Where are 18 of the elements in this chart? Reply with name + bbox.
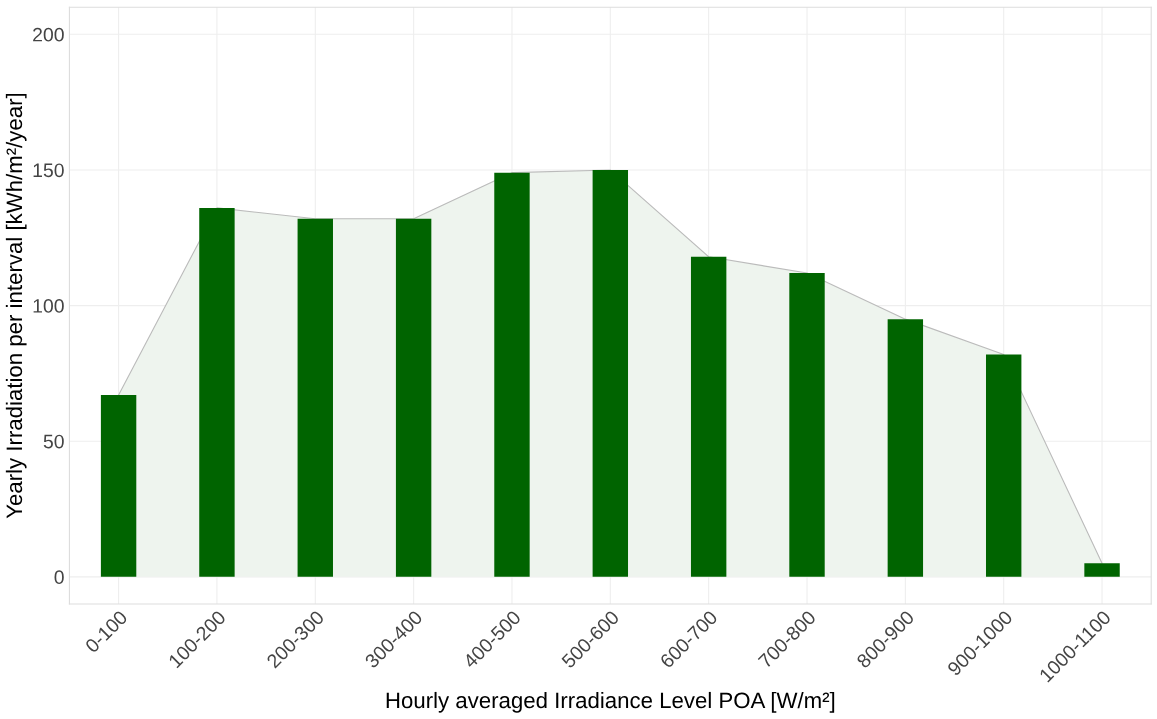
bar xyxy=(789,273,825,577)
y-tick-label: 150 xyxy=(33,163,64,178)
bar xyxy=(592,169,629,577)
bar xyxy=(1084,563,1120,577)
bar xyxy=(199,207,235,577)
y-tick-label: 100 xyxy=(33,299,64,313)
x-axis-title: Hourly averaged Irradiance Level POA [W/m²] xyxy=(386,691,835,713)
y-tick-label: 0 xyxy=(54,570,64,585)
y-tick-label: 200 xyxy=(33,27,64,42)
y-tick-label: 50 xyxy=(43,434,64,449)
bar xyxy=(494,172,530,577)
bar xyxy=(986,354,1022,577)
bar xyxy=(887,319,924,577)
bar xyxy=(395,218,432,577)
bar xyxy=(100,395,137,577)
bar xyxy=(297,218,333,577)
y-axis-title: Yearly Irradiation per interval [kWh/m²/year] xyxy=(5,93,27,519)
bar xyxy=(690,256,727,577)
